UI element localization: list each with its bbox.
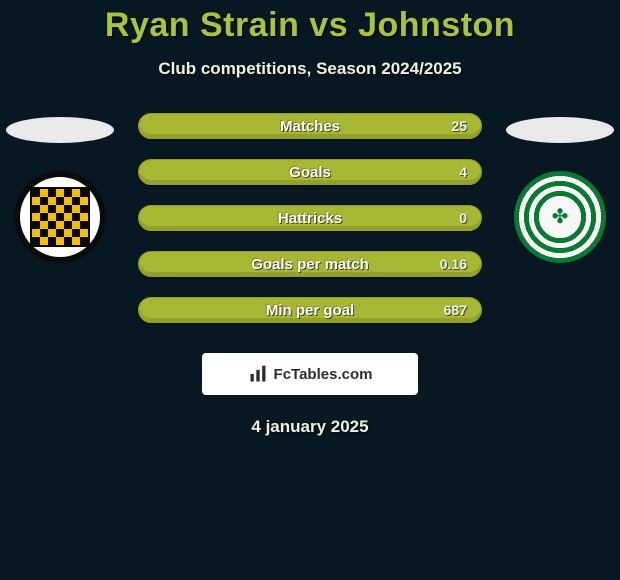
main-row: Matches 25 Goals 4 Hattricks 0 Goals per… [0,113,620,323]
clover-icon: ✤ [552,207,569,227]
stat-label: Min per goal [266,302,354,319]
bar-chart-icon [248,364,268,384]
stat-bar-goals: Goals 4 [138,159,482,185]
stat-label: Goals per match [251,256,369,273]
right-player-avatar [506,117,614,143]
brand-text: FcTables.com [274,366,373,383]
stmirren-shield-icon [30,187,90,247]
stat-label: Goals [289,164,331,181]
stat-value-right: 25 [451,118,467,134]
page-title: Ryan Strain vs Johnston [105,6,515,45]
stat-label: Hattricks [278,210,342,227]
left-club-badge [14,171,106,263]
right-club-badge: ✤ [514,171,606,263]
stat-value-right: 4 [459,164,467,180]
stat-bar-goals-per-match: Goals per match 0.16 [138,251,482,277]
left-player-avatar [6,117,114,143]
stat-value-right: 0 [459,210,467,226]
left-player-column [0,113,120,263]
brand-badge: FcTables.com [202,353,418,395]
stat-bar-matches: Matches 25 [138,113,482,139]
stat-bar-hattricks: Hattricks 0 [138,205,482,231]
right-player-column: ✤ [500,113,620,263]
stat-value-right: 0.16 [440,256,467,272]
stats-column: Matches 25 Goals 4 Hattricks 0 Goals per… [138,113,482,323]
stat-value-right: 687 [444,302,467,318]
date-text: 4 january 2025 [251,417,368,437]
stat-label: Matches [280,118,340,135]
page-subtitle: Club competitions, Season 2024/2025 [158,59,461,79]
stat-bar-min-per-goal: Min per goal 687 [138,297,482,323]
comparison-card: Ryan Strain vs Johnston Club competition… [0,0,620,437]
